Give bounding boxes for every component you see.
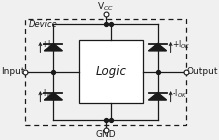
Text: Output: Output — [186, 67, 218, 76]
Text: Input: Input — [1, 67, 25, 76]
Polygon shape — [44, 93, 62, 100]
Bar — [79, 40, 143, 103]
Polygon shape — [149, 93, 166, 100]
Polygon shape — [44, 44, 62, 51]
Text: GND: GND — [95, 130, 116, 139]
Text: Device: Device — [29, 20, 58, 29]
Polygon shape — [149, 44, 166, 51]
Text: +I$_{IK}$: +I$_{IK}$ — [41, 38, 57, 51]
Bar — [25, 19, 185, 125]
Text: -I$_{IK}$: -I$_{IK}$ — [41, 88, 54, 100]
Text: Logic: Logic — [95, 65, 127, 78]
Text: -I$_{OK}$: -I$_{OK}$ — [171, 88, 187, 100]
Text: +I$_{OK}$: +I$_{OK}$ — [171, 38, 190, 51]
Text: V$_{CC}$: V$_{CC}$ — [97, 1, 114, 13]
